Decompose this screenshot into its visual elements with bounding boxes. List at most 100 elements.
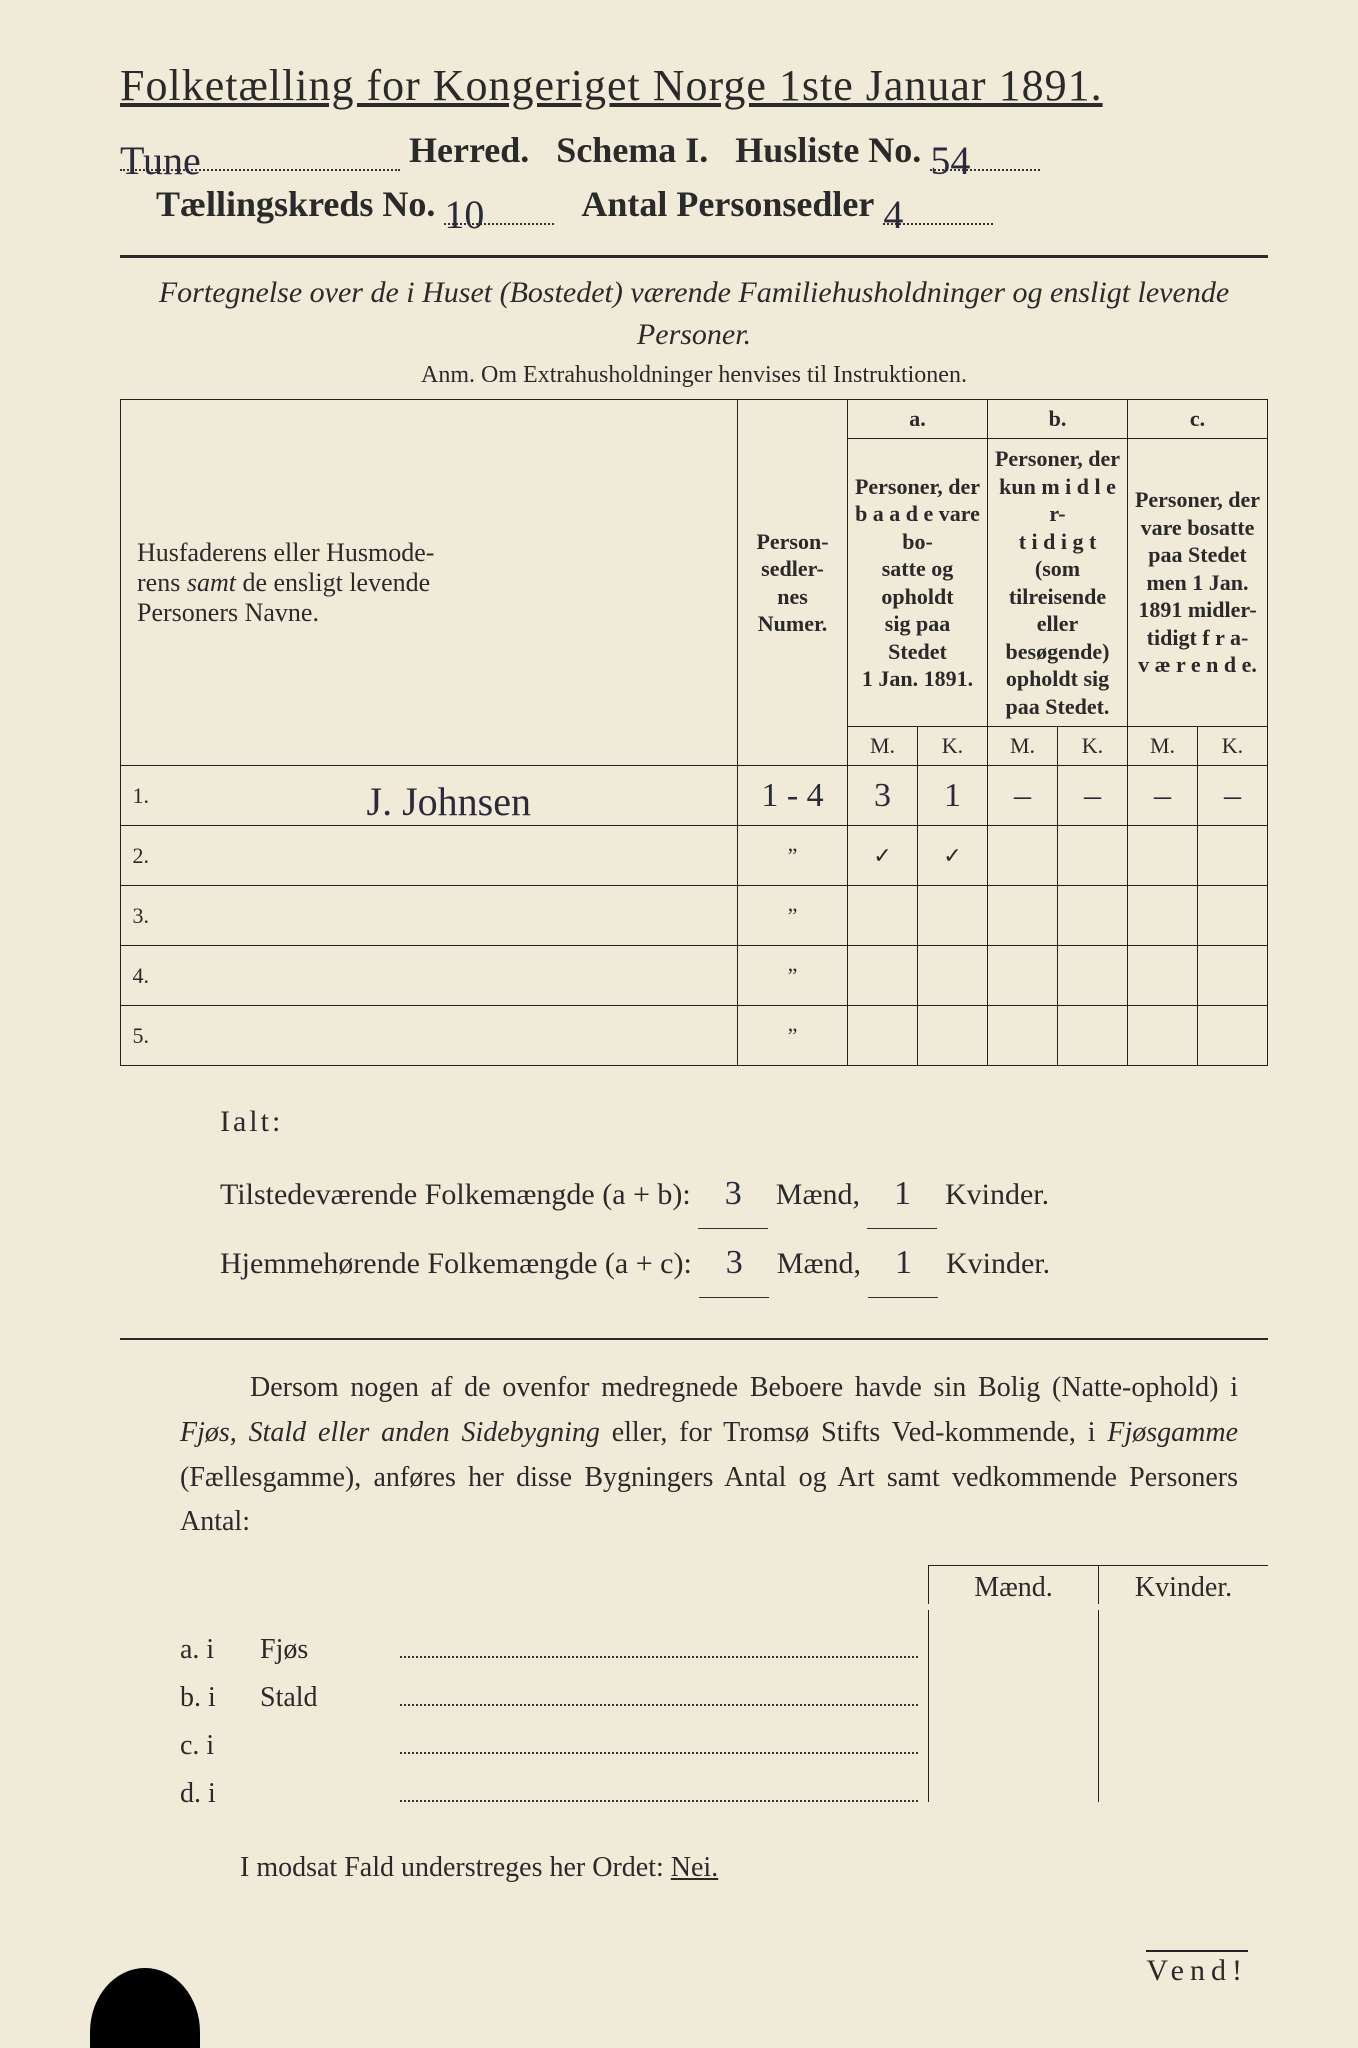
divider (120, 255, 1268, 258)
kvinder-label: Kvinder. (946, 1247, 1050, 1280)
kvinder-label: Kvinder. (945, 1178, 1049, 1211)
ialt-line1-pre: Tilstedeværende Folkemængde (a + b): (220, 1178, 691, 1211)
maend-label: Mænd, (777, 1247, 861, 1280)
page-notch (90, 1968, 200, 2048)
row-ak: ✓ (943, 843, 961, 868)
dots (400, 1732, 918, 1754)
col-b-k: K. (1058, 727, 1128, 766)
bygning-lbl: d. i (180, 1778, 260, 1810)
row-ps: ” (788, 843, 798, 868)
main-title: Folketælling for Kongeriget Norge 1ste J… (120, 60, 1268, 111)
row-num: 3. (121, 886, 161, 946)
header-line-2: Tune Herred. Schema I. Husliste No. 54 (120, 129, 1268, 171)
bygning-type: Stald (260, 1682, 400, 1714)
row-name (161, 826, 738, 886)
bygning-head: Mænd. Kvinder. (180, 1565, 1268, 1604)
dots (400, 1636, 918, 1658)
col-a-label: a. (848, 400, 988, 439)
dots (400, 1684, 918, 1706)
kreds-value: 10 (444, 192, 484, 237)
col-c-label: c. (1128, 400, 1268, 439)
row-num: 4. (121, 946, 161, 1006)
census-table: Husfaderens eller Husmode-rens samt de e… (120, 399, 1268, 1066)
table-row: 2. ” ✓ ✓ (121, 826, 1268, 886)
row-num: 1. (121, 766, 161, 826)
row-bm (988, 826, 1058, 886)
ialt-line2-m: 3 (726, 1244, 743, 1281)
bygning-type: Fjøs (260, 1634, 400, 1666)
ialt-line2: Hjemmehørende Folkemængde (a + c): 3 Mæn… (220, 1229, 1268, 1298)
kreds-label: Tællingskreds No. (156, 184, 435, 224)
col-a-desc: Personer, derb a a d e vare bo-satte og … (848, 439, 988, 727)
row-ps: ” (788, 1023, 798, 1048)
anm-text: Anm. Om Extrahusholdninger henvises til … (120, 362, 1268, 389)
herred-label: Herred. (409, 130, 529, 170)
bygning-maend: Mænd. (928, 1565, 1098, 1604)
row-ps: ” (788, 903, 798, 928)
row-ps: 1 - 4 (761, 777, 823, 814)
col-b-label: b. (988, 400, 1128, 439)
col-b-m: M. (988, 727, 1058, 766)
fortegnelse-text: Fortegnelse over de i Huset (Bostedet) v… (120, 272, 1268, 356)
row-name (161, 946, 738, 1006)
vend-label: Vend! (1146, 1950, 1248, 1988)
modsat-text: I modsat Fald understreges her Ordet: (240, 1852, 664, 1883)
col-head-personsedler: Person-sedler-nesNumer. (738, 400, 848, 766)
husliste-value: 54 (930, 138, 970, 183)
ialt-label: Ialt: (220, 1092, 1268, 1152)
row-ck (1198, 826, 1268, 886)
row-am: 3 (874, 777, 891, 814)
bygning-lbl: c. i (180, 1730, 260, 1762)
row-bm: – (1014, 777, 1031, 814)
divider-2 (120, 1338, 1268, 1340)
antal-value: 4 (883, 192, 903, 237)
col-c-desc: Personer, dervare bosattepaa Stedetmen 1… (1128, 439, 1268, 727)
row-cm (1128, 826, 1198, 886)
row-ck: – (1224, 777, 1241, 814)
antal-label: Antal Personsedler (581, 184, 874, 224)
dots (400, 1780, 918, 1802)
col-a-k: K. (918, 727, 988, 766)
row-bk (1058, 826, 1128, 886)
col-a-m: M. (848, 727, 918, 766)
row-cm: – (1154, 777, 1171, 814)
ialt-line1: Tilstedeværende Folkemængde (a + b): 3 M… (220, 1160, 1268, 1229)
table-row: 3. ” (121, 886, 1268, 946)
ialt-line1-k: 1 (894, 1175, 911, 1212)
row-num: 2. (121, 826, 161, 886)
row-ps: ” (788, 963, 798, 988)
herred-value: Tune (120, 138, 201, 183)
ialt-line1-m: 3 (725, 1175, 742, 1212)
row-bk: – (1084, 777, 1101, 814)
dersom-text: Dersom nogen af de ovenfor medregnede Be… (120, 1366, 1268, 1545)
title-block: Folketælling for Kongeriget Norge 1ste J… (120, 60, 1268, 225)
row-name: J. Johnsen (367, 779, 531, 824)
bygning-kvinder: Kvinder. (1098, 1565, 1268, 1604)
col-head-names: Husfaderens eller Husmode-rens samt de e… (121, 400, 738, 766)
census-form-page: Folketælling for Kongeriget Norge 1ste J… (0, 0, 1358, 2048)
schema-label: Schema I. (556, 130, 708, 170)
col-c-k: K. (1198, 727, 1268, 766)
ialt-line2-pre: Hjemmehørende Folkemængde (a + c): (220, 1247, 692, 1280)
col-b-desc: Personer, derkun m i d l e r-t i d i g t… (988, 439, 1128, 727)
ialt-block: Ialt: Tilstedeværende Folkemængde (a + b… (120, 1092, 1268, 1298)
bygning-row: a. i Fjøs (180, 1610, 1268, 1658)
maend-label: Mænd, (776, 1178, 860, 1211)
table-row: 5. ” (121, 1006, 1268, 1066)
row-name (161, 1006, 738, 1066)
ialt-line2-k: 1 (895, 1244, 912, 1281)
row-am: ✓ (873, 843, 891, 868)
row-ak: 1 (944, 777, 961, 814)
col-c-m: M. (1128, 727, 1198, 766)
table-row: 4. ” (121, 946, 1268, 1006)
header-line-3: Tællingskreds No. 10 Antal Personsedler … (120, 183, 1268, 225)
nei-word: Nei. (671, 1852, 718, 1883)
husliste-label: Husliste No. (735, 130, 921, 170)
bygning-lbl: b. i (180, 1682, 260, 1714)
table-row: 1. J. Johnsen 1 - 4 3 1 – – – – (121, 766, 1268, 826)
row-name (161, 886, 738, 946)
row-num: 5. (121, 1006, 161, 1066)
bygning-row: d. i (180, 1754, 1268, 1802)
bygning-lbl: a. i (180, 1634, 260, 1666)
modsat-line: I modsat Fald understreges her Ordet: Ne… (120, 1852, 1268, 1884)
